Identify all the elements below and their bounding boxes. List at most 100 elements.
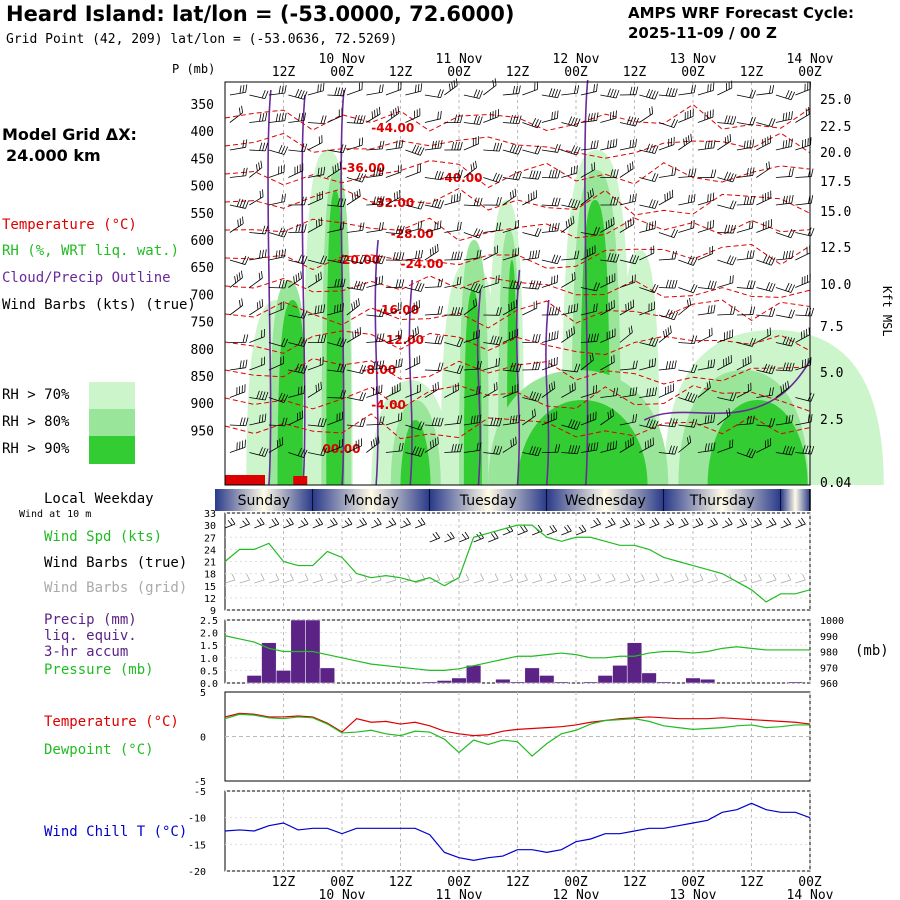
wind-barb (600, 110, 617, 123)
precip-bar (422, 681, 438, 684)
wind-barb (658, 360, 677, 371)
temperature-contour-label: -12.00 (381, 333, 424, 347)
wind-barb (639, 106, 654, 123)
wind-barb (697, 414, 716, 426)
wind-barb (288, 385, 305, 398)
wind-barb-grid (239, 573, 250, 584)
wind-barb (444, 169, 463, 179)
wind-barb (756, 282, 776, 292)
wind-barb-true (648, 517, 660, 529)
precip-bar (319, 667, 335, 684)
wind-barb (268, 301, 285, 316)
wind-barb (541, 381, 556, 398)
surface-temp-patch (293, 476, 308, 485)
wind-barb (736, 116, 756, 126)
wind-barb (678, 133, 692, 151)
precip-bar (509, 681, 526, 684)
wind-barb (268, 248, 286, 261)
precip-bar (261, 642, 277, 684)
wind-barb-true (736, 517, 748, 529)
wind-barb (756, 308, 776, 317)
weekday-name: Monday (344, 493, 399, 509)
weekday-name: Tuesday (459, 493, 517, 509)
wind-barb-grid (429, 573, 441, 584)
wind-barb (658, 279, 678, 289)
weekday-name: Wednesday (565, 493, 646, 509)
pressure-tick: 450 (191, 152, 214, 167)
wind-barb (717, 200, 737, 210)
wind-barb (678, 108, 694, 123)
wind-barb (385, 382, 401, 398)
wind-barb (678, 391, 698, 403)
wind-speed-tick: 18 (204, 570, 216, 581)
wind-barb (658, 445, 678, 455)
bottom-date-label: 14 Nov (787, 888, 834, 900)
wind-barb (619, 436, 634, 453)
wind-barb (697, 219, 714, 233)
wind-barb (502, 280, 522, 290)
pressure-tick: 600 (191, 234, 214, 249)
wind-barb (561, 419, 581, 430)
wind-barb (775, 309, 795, 319)
precip-bar (597, 675, 613, 684)
wind-barb (522, 280, 542, 290)
wind-barb (366, 196, 385, 206)
wind-barb (541, 110, 559, 123)
wind-barb-grid (546, 573, 558, 584)
cloud-outline-line (408, 279, 414, 486)
temperature-contour-label: -32.00 (371, 196, 414, 210)
top-time-tick: 12Z (623, 65, 647, 80)
wind-barb (580, 226, 600, 236)
wind-barb (678, 168, 697, 178)
wind-barb (600, 273, 616, 288)
wind-barb (346, 418, 366, 428)
wind-barb (463, 442, 482, 453)
dewpoint-line (224, 713, 810, 757)
wind-barb (775, 138, 793, 151)
wind-barb (580, 83, 598, 96)
wind-barb (327, 278, 346, 288)
wind-barb (775, 282, 795, 293)
bottom-date-label: 12 Nov (553, 888, 600, 900)
wind-barb (717, 171, 737, 183)
temperature-contour (224, 413, 811, 440)
wind-barb (561, 85, 580, 96)
precip-bar (787, 681, 803, 684)
wind-barb (444, 364, 464, 374)
wind-barb (405, 282, 425, 292)
wind-barb (658, 189, 674, 206)
wind-barb (385, 190, 401, 206)
wind-barb (229, 270, 243, 288)
wind-barb (678, 297, 692, 316)
wind-barb (288, 447, 308, 458)
wind-barb (717, 275, 734, 288)
windchill-tick: -15 (188, 840, 206, 851)
wind-barb (483, 274, 500, 288)
rh-blob (707, 400, 808, 485)
wind-barb (405, 249, 423, 261)
wind-barb (658, 87, 678, 97)
wind-barb (541, 306, 561, 316)
wind-barb (229, 359, 248, 371)
wind-barb (736, 382, 752, 398)
legend-rh80-swatch (89, 409, 135, 436)
wind-barb (444, 338, 464, 348)
wind-barb (580, 245, 596, 261)
weekday-band-segment (429, 489, 547, 511)
rh-blob (326, 190, 345, 485)
legend-dewpoint: Dewpoint (°C) (44, 742, 154, 758)
wind-barb-grid (458, 573, 470, 584)
wind-barb (483, 445, 503, 455)
wind-barb-true (268, 517, 280, 529)
weekday-label: Local Weekday (44, 491, 154, 507)
wind-barb (346, 172, 367, 183)
temperature-contour (224, 187, 811, 216)
wind-barb (580, 333, 599, 343)
wind-speed-line (224, 524, 811, 603)
wind-barb (619, 274, 636, 288)
wind-barb (229, 84, 248, 96)
wind-barb (795, 307, 815, 317)
wind-barb (444, 443, 463, 453)
wind-barb-grid (751, 573, 762, 584)
